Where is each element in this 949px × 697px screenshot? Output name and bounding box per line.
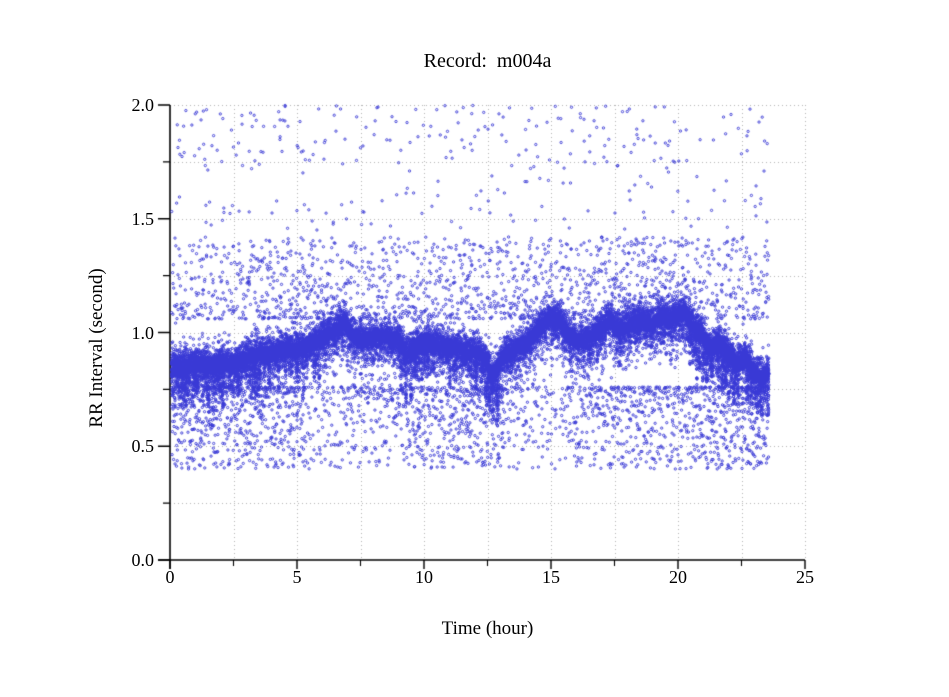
x-axis-label: Time (hour): [441, 618, 534, 639]
x-tick-label: 5: [292, 567, 302, 587]
x-tick-label: 0: [165, 567, 175, 587]
x-tick-label: 15: [542, 567, 560, 587]
y-tick-label: 0.5: [131, 436, 155, 457]
y-tick-label: 1.5: [131, 208, 155, 229]
x-tick-label: 10: [415, 567, 433, 587]
y-axis-label: RR Interval (second): [86, 268, 107, 428]
x-tick-label: 25: [796, 567, 814, 587]
chart-title: Record: m004a: [423, 50, 552, 72]
x-tick-label: 20: [669, 567, 687, 587]
y-tick-label: 2.0: [131, 95, 155, 115]
y-tick-label: 0.0: [131, 550, 155, 570]
y-tick-label: 1.0: [131, 322, 155, 343]
